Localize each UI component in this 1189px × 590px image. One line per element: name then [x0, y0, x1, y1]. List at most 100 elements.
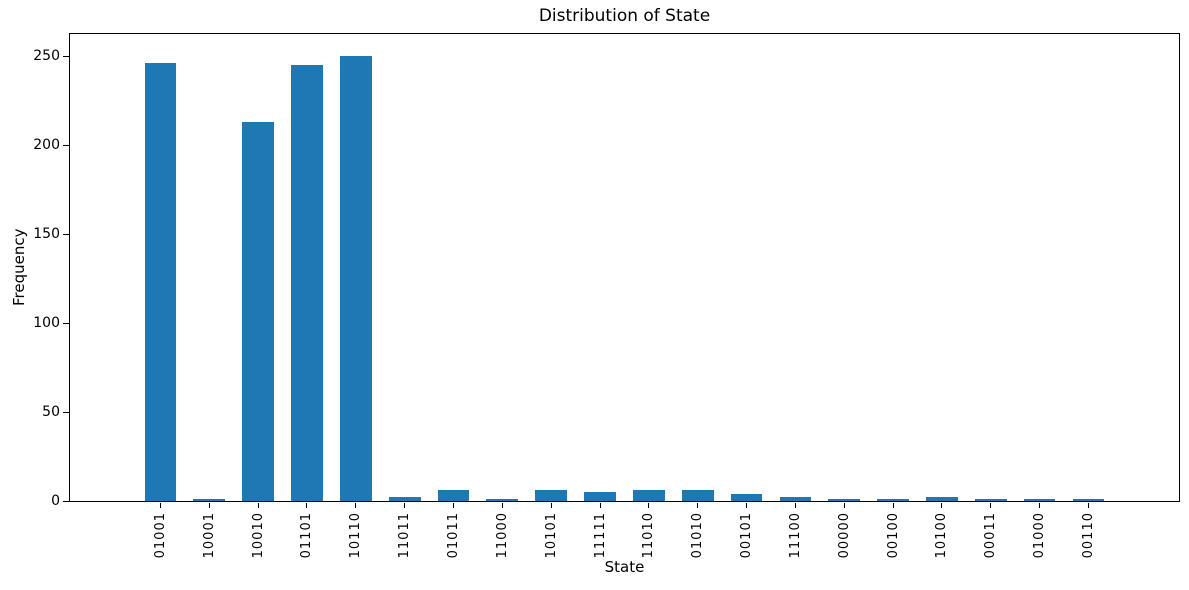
- bar-slot: [527, 34, 576, 501]
- x-tick: 00000: [820, 503, 869, 558]
- x-tick-label: 10001: [201, 512, 217, 559]
- bar-slot: [1015, 34, 1064, 501]
- x-tick-label: 10100: [934, 512, 950, 559]
- x-tick-mark: [746, 503, 748, 508]
- bar-slot: [283, 34, 332, 501]
- y-tick-label: 150: [33, 226, 60, 243]
- x-tick-mark: [697, 503, 699, 508]
- bar: [437, 490, 470, 501]
- x-tick-label: 10010: [250, 512, 266, 559]
- x-tick-mark: [843, 503, 845, 508]
- y-tick-label: 200: [33, 137, 60, 154]
- x-tick-mark: [1087, 503, 1089, 508]
- bar-slot: [478, 34, 527, 501]
- x-tick-mark: [501, 503, 503, 508]
- y-tick-mark: [63, 233, 69, 235]
- x-tick-label: 11010: [641, 512, 657, 559]
- x-tick-label: 10110: [348, 512, 364, 559]
- x-tick-mark: [452, 503, 454, 508]
- bar: [1023, 499, 1056, 501]
- bar-slot: [1064, 34, 1113, 501]
- bar: [681, 490, 714, 501]
- x-tick: 01010: [673, 503, 722, 558]
- x-tick: 11011: [380, 503, 429, 558]
- bar: [828, 499, 861, 501]
- bar-slot: [918, 34, 967, 501]
- x-tick-mark: [941, 503, 943, 508]
- x-tick-label: 01001: [152, 512, 168, 559]
- x-tick: 10110: [331, 503, 380, 558]
- x-tick: 11100: [771, 503, 820, 558]
- x-tick: 00100: [869, 503, 918, 558]
- bar: [242, 122, 274, 501]
- x-tick: 10010: [234, 503, 283, 558]
- x-tick: 10100: [918, 503, 967, 558]
- bar: [1072, 499, 1105, 501]
- x-tick: 01000: [1015, 503, 1064, 558]
- bar-slot: [380, 34, 429, 501]
- y-tick-label: 0: [51, 493, 60, 509]
- x-tick-label: 00110: [1080, 512, 1096, 559]
- bar: [339, 56, 372, 501]
- bar: [535, 490, 568, 501]
- x-tick: 11000: [478, 503, 527, 558]
- bar: [779, 497, 812, 501]
- x-tick-label: 00100: [885, 512, 901, 559]
- bar-slot: [234, 34, 283, 501]
- bars-layer: [70, 34, 1179, 501]
- x-tick-mark: [648, 503, 650, 508]
- x-tick-label: 01000: [1032, 512, 1048, 559]
- bar-slot: [185, 34, 234, 501]
- y-tick-label: 100: [33, 315, 60, 332]
- x-tick-mark: [794, 503, 796, 508]
- x-tick: 11111: [576, 503, 625, 558]
- chart-title: Distribution of State: [538, 6, 711, 26]
- bar: [486, 499, 519, 501]
- x-tick-label: 11100: [787, 512, 803, 559]
- bar: [291, 65, 323, 501]
- y-axis-label: Frequency: [10, 228, 28, 307]
- bar: [974, 499, 1007, 501]
- y-tick-mark: [63, 55, 69, 57]
- bar: [926, 497, 958, 501]
- x-tick-mark: [306, 503, 308, 508]
- y-tick-mark: [63, 322, 69, 324]
- bar-slot: [869, 34, 918, 501]
- bar-slot: [136, 34, 185, 501]
- x-tick-mark: [550, 503, 552, 508]
- bar: [730, 493, 763, 501]
- bar-slot: [624, 34, 673, 501]
- x-tick-label: 01101: [299, 512, 315, 559]
- x-tick-label: 01010: [690, 512, 706, 559]
- x-tick-label: 00000: [836, 512, 852, 559]
- x-tick-mark: [599, 503, 601, 508]
- bar-slot: [722, 34, 771, 501]
- x-tick-label: 00011: [983, 512, 999, 559]
- x-tick-label: 00101: [739, 512, 755, 559]
- x-tick: 11010: [624, 503, 673, 558]
- x-tick: 00101: [722, 503, 771, 558]
- bar-slot: [673, 34, 722, 501]
- x-tick-label: 11111: [592, 512, 608, 559]
- bar: [388, 497, 421, 501]
- x-tick-label: 01011: [445, 512, 461, 559]
- x-tick: 10101: [527, 503, 576, 558]
- bar-slot: [576, 34, 625, 501]
- x-tick-mark: [892, 503, 894, 508]
- x-tick-mark: [1039, 503, 1041, 508]
- x-tick: 01101: [283, 503, 332, 558]
- y-tick-mark: [63, 500, 69, 502]
- x-tick: 01011: [429, 503, 478, 558]
- x-tick-mark: [404, 503, 406, 508]
- y-tick-label: 250: [33, 48, 60, 65]
- y-tick-mark: [63, 144, 69, 146]
- x-tick-label: 11011: [397, 512, 413, 559]
- bar: [632, 490, 665, 501]
- bar-slot: [820, 34, 869, 501]
- bar: [877, 499, 909, 501]
- bar: [144, 63, 177, 501]
- x-tick-mark: [257, 503, 259, 508]
- x-tick-mark: [159, 503, 161, 508]
- y-tick-mark: [63, 411, 69, 413]
